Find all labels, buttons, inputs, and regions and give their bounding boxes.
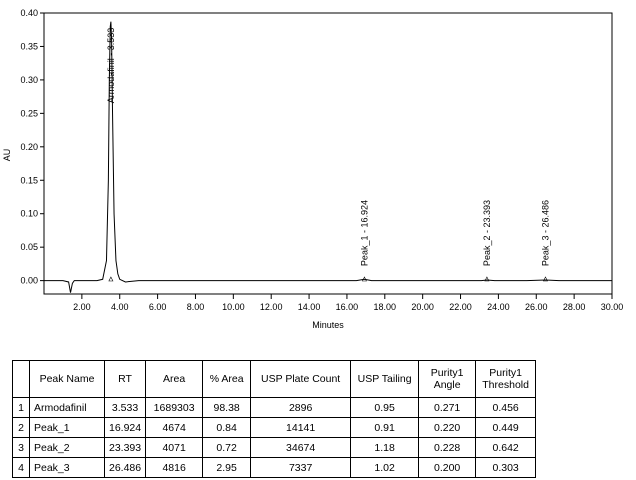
peak-marker bbox=[542, 276, 548, 282]
row: 3 Peak_2 23.393 4071 0.72 34674 1.18 0.228 0.642 bbox=[12, 437, 537, 458]
y-tick-label: 0.00 bbox=[20, 276, 38, 286]
x-tick-label: 20.00 bbox=[411, 302, 434, 312]
peak-marker bbox=[108, 276, 114, 282]
cell: 7337 bbox=[250, 457, 352, 478]
cell: 34674 bbox=[250, 437, 352, 458]
peak-label: Peak_3 - 26.486 bbox=[540, 200, 550, 266]
x-tick-label: 24.00 bbox=[487, 302, 510, 312]
trace-line bbox=[44, 21, 612, 293]
cell: 0.228 bbox=[418, 437, 477, 458]
cell: 1.02 bbox=[350, 457, 420, 478]
x-tick-label: 26.00 bbox=[525, 302, 548, 312]
y-axis-label: AU bbox=[2, 149, 12, 162]
cell: 2 bbox=[12, 417, 30, 438]
x-tick-label: 2.00 bbox=[73, 302, 91, 312]
y-tick-label: 0.15 bbox=[20, 175, 38, 185]
row: 4 Peak_3 26.486 4816 2.95 7337 1.02 0.200 0.303 bbox=[12, 457, 537, 478]
cell: 3 bbox=[12, 437, 30, 458]
header-cell: USP Plate Count bbox=[250, 360, 352, 398]
cell: Peak_1 bbox=[29, 417, 105, 438]
y-tick-label: 0.05 bbox=[20, 242, 38, 252]
cell: Peak_2 bbox=[29, 437, 105, 458]
cell: 23.393 bbox=[103, 437, 147, 458]
cell: 0.642 bbox=[475, 437, 537, 458]
x-tick-label: 14.00 bbox=[298, 302, 321, 312]
y-tick-label: 0.25 bbox=[20, 108, 38, 118]
cell: 2.95 bbox=[202, 457, 252, 478]
row: 2 Peak_1 16.924 4674 0.84 14141 0.91 0.220 0.449 bbox=[12, 417, 537, 438]
header-cell: Purity1 Threshold bbox=[475, 360, 537, 398]
x-tick-label: 4.00 bbox=[111, 302, 129, 312]
cell: 16.924 bbox=[103, 417, 147, 438]
plot-frame bbox=[43, 12, 613, 295]
cell: 98.38 bbox=[202, 397, 252, 418]
y-tick-label: 0.30 bbox=[20, 75, 38, 85]
x-tick-label: 30.00 bbox=[601, 302, 624, 312]
cell: 1.18 bbox=[350, 437, 420, 458]
cell: 0.456 bbox=[475, 397, 537, 418]
peak-label: Peak_1 - 16.924 bbox=[359, 200, 369, 266]
x-tick-label: 28.00 bbox=[563, 302, 586, 312]
cell: 0.271 bbox=[418, 397, 477, 418]
cell: 4674 bbox=[145, 417, 204, 438]
row: 1 Armodafinil 3.533 1689303 98.38 2896 0.95 0.2… bbox=[12, 397, 537, 418]
cell: 1689303 bbox=[145, 397, 204, 418]
header-cell: RT bbox=[103, 360, 147, 398]
cell: 4 bbox=[12, 457, 30, 478]
cell: 0.200 bbox=[418, 457, 477, 478]
y-tick-label: 0.10 bbox=[20, 209, 38, 219]
peak-label: Armodafinil - 3.533 bbox=[106, 28, 116, 104]
x-tick-label: 22.00 bbox=[449, 302, 472, 312]
header-cell: Peak Name bbox=[29, 360, 105, 398]
y-tick-label: 0.20 bbox=[20, 142, 38, 152]
header-cell: Area bbox=[145, 360, 204, 398]
header-cell: Purity1 Angle bbox=[418, 360, 477, 398]
cell: 0.84 bbox=[202, 417, 252, 438]
peak-marker bbox=[484, 276, 490, 282]
results-table: Peak Name RT Area% Area USP Plate Count USP … bbox=[12, 360, 537, 478]
x-tick-label: 10.00 bbox=[222, 302, 245, 312]
x-tick-label: 8.00 bbox=[187, 302, 205, 312]
cell: Armodafinil bbox=[29, 397, 105, 418]
x-tick-label: 6.00 bbox=[149, 302, 167, 312]
header-row: Peak Name RT Area% Area USP Plate Count USP … bbox=[12, 360, 537, 398]
x-tick-label: 18.00 bbox=[374, 302, 397, 312]
cell: 4816 bbox=[145, 457, 204, 478]
peak-label: Peak_2 - 23.393 bbox=[482, 200, 492, 266]
cell: 0.449 bbox=[475, 417, 537, 438]
cell: 0.72 bbox=[202, 437, 252, 458]
cell: 2896 bbox=[250, 397, 352, 418]
y-tick-label: 0.35 bbox=[20, 41, 38, 51]
x-tick-label: 16.00 bbox=[336, 302, 359, 312]
cell: 0.303 bbox=[475, 457, 537, 478]
cell: 3.533 bbox=[103, 397, 147, 418]
cell: Peak_3 bbox=[29, 457, 105, 478]
x-tick-label: 12.00 bbox=[260, 302, 283, 312]
chart: AU Minutes 0.00 0.05 0.10 0.15 0.20 0.25 0.30 0… bbox=[2, 8, 624, 330]
cell: 14141 bbox=[250, 417, 352, 438]
cell: 0.95 bbox=[350, 397, 420, 418]
header-cell bbox=[12, 360, 30, 398]
y-tick-label: 0.40 bbox=[20, 8, 38, 18]
cell: 4071 bbox=[145, 437, 204, 458]
cell: 0.91 bbox=[350, 417, 420, 438]
header-cell: % Area bbox=[202, 360, 252, 398]
cell: 0.220 bbox=[418, 417, 477, 438]
cell: 26.486 bbox=[103, 457, 147, 478]
cell: 1 bbox=[12, 397, 30, 418]
header-cell: USP Tailing bbox=[350, 360, 420, 398]
peak-marker bbox=[361, 276, 367, 282]
x-axis-label: Minutes bbox=[312, 320, 344, 330]
